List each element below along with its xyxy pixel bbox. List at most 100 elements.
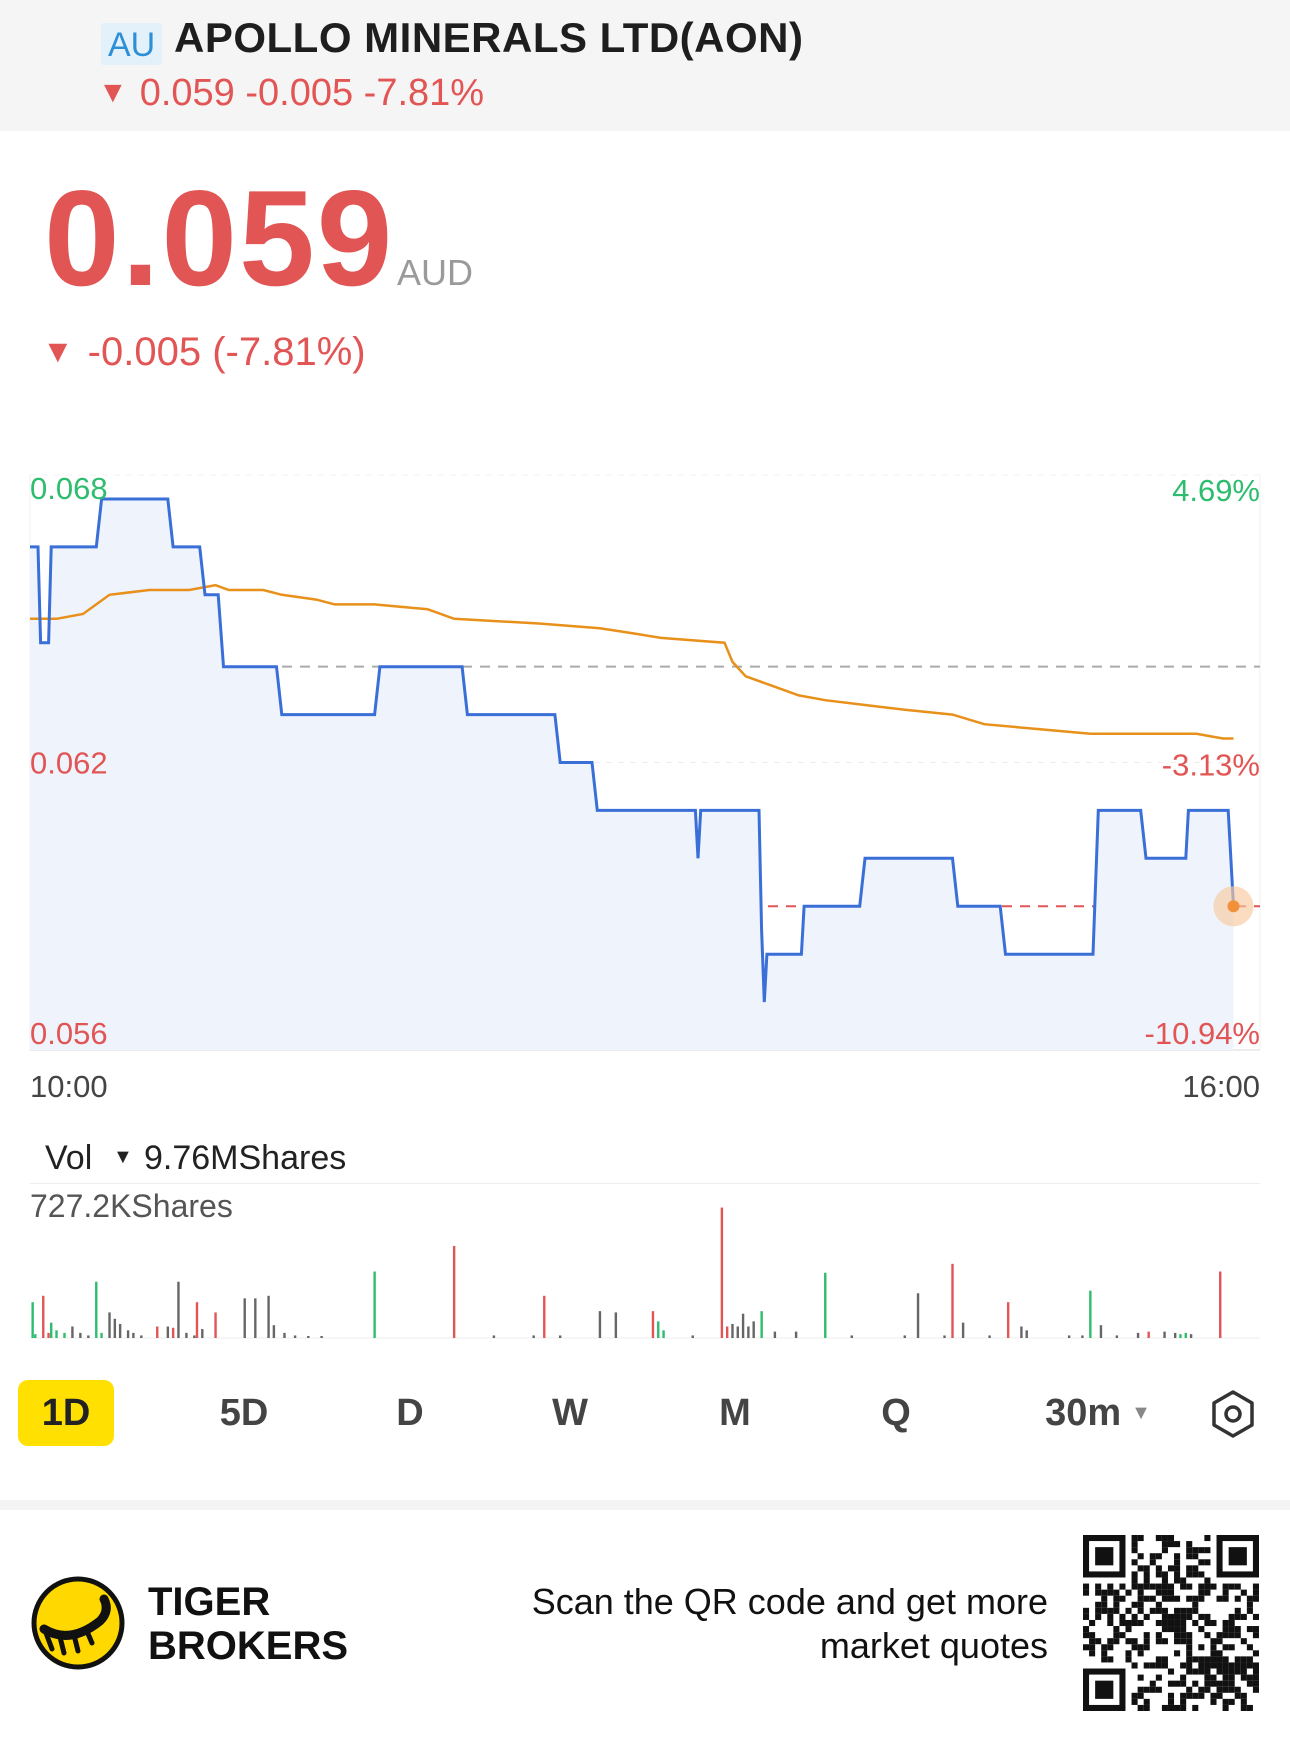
qr-module [1228,1626,1235,1633]
tab-m[interactable]: M [719,1392,751,1434]
qr-module [1246,1656,1253,1663]
qr-module [1137,1583,1144,1590]
qr-module [1192,1668,1199,1675]
qr-module [1246,1674,1253,1681]
volume-bar [752,1321,755,1338]
qr-module [1252,1613,1259,1620]
qr-module [1210,1674,1217,1681]
qr-module [1222,1589,1229,1596]
volume-total: 9.76MShares [144,1139,347,1177]
qr-module [1198,1595,1205,1602]
qr-module [1192,1656,1199,1663]
qr-module [1240,1638,1247,1645]
qr-module [1095,1607,1102,1614]
qr-module [1198,1626,1205,1633]
qr-module [1252,1632,1259,1639]
tab-d[interactable]: D [396,1392,424,1434]
qr-module [1234,1632,1241,1639]
qr-module [1174,1553,1181,1560]
qr-module [1113,1638,1120,1645]
volume-bar [747,1326,750,1338]
qr-module [1192,1565,1199,1572]
brand-line-1: TIGER [148,1580,271,1624]
volume-bar [156,1326,159,1338]
qr-module [1210,1650,1217,1657]
qr-code-icon [1083,1535,1259,1711]
volume-bar [543,1295,546,1338]
qr-module [1198,1583,1205,1590]
caret-down-icon: ▼ [1131,1402,1151,1424]
volume-bar [532,1335,535,1338]
qr-module [1095,1613,1102,1620]
volume-bar [725,1326,729,1338]
qr-module [1204,1589,1211,1596]
volume-label: Vol [45,1139,93,1177]
qr-module [1161,1571,1168,1578]
volume-chart [30,1207,1260,1339]
qr-module [1167,1535,1175,1542]
volume-bar [662,1330,665,1338]
interval-select[interactable]: 30m ▼ [1028,1380,1168,1446]
volume-bar [1081,1335,1084,1338]
qr-module [1155,1553,1162,1560]
qr-module [1137,1601,1144,1608]
intraday-chart[interactable]: 0.068 0.062 0.056 4.69% -3.13% -10.94% 10:00 16… [0,440,1290,1100]
caret-down-icon[interactable]: ▼ [113,1146,133,1168]
y-tick-left: 0.056 [30,1016,108,1051]
qr-module [1180,1704,1187,1711]
volume-bar [108,1312,111,1338]
volume-bar [140,1335,143,1338]
volume-bar [166,1326,170,1338]
qr-module [1167,1692,1175,1699]
qr-module [1149,1680,1156,1687]
price-area-fill [30,499,1234,1050]
qr-module [1204,1668,1211,1675]
qr-module [1174,1565,1181,1572]
tab-5d[interactable]: 5D [219,1392,269,1434]
qr-module [1234,1668,1241,1675]
qr-module [1204,1686,1211,1693]
qr-module [1234,1692,1241,1699]
qr-module [1246,1704,1253,1711]
tab-w[interactable]: W [552,1392,588,1434]
qr-module [1119,1632,1126,1639]
qr-module [1137,1644,1144,1651]
qr-module [1228,1668,1235,1675]
qr-module [1186,1547,1193,1554]
qr-module [1149,1686,1156,1693]
volume-bar [961,1322,965,1338]
settings-icon[interactable] [1208,1389,1258,1439]
volume-bar [741,1313,745,1338]
qr-module [1149,1662,1156,1669]
qr-module [1125,1626,1132,1633]
qr-module [1174,1626,1181,1633]
qr-module [1143,1632,1150,1639]
volume-bar [71,1326,74,1338]
qr-module [1167,1704,1175,1711]
qr-module [1174,1638,1181,1645]
qr-module [1167,1541,1175,1548]
qr-module [1234,1662,1241,1669]
qr-module [1107,1583,1114,1590]
volume-bar [87,1335,90,1338]
tab-q[interactable]: Q [881,1392,911,1434]
qr-module [1252,1686,1259,1693]
tab-1d[interactable]: 1D [18,1380,114,1446]
brand-name: TIGER BROKERS [148,1580,348,1668]
qr-module [1119,1619,1126,1627]
qr-module [1222,1626,1229,1633]
qr-module [1192,1704,1199,1711]
qr-module [1143,1565,1150,1572]
volume-bar [1219,1271,1222,1338]
qr-module [1161,1547,1168,1554]
qr-module [1143,1644,1150,1651]
qr-module [1198,1559,1205,1566]
qr-module [1155,1589,1162,1596]
qr-module [1155,1686,1162,1693]
qr-module [1228,1686,1235,1693]
qr-module [1107,1619,1114,1627]
qr-module [1198,1644,1205,1651]
qr-module [1186,1565,1193,1572]
qr-module [1083,1607,1090,1614]
qr-module [1222,1583,1229,1590]
